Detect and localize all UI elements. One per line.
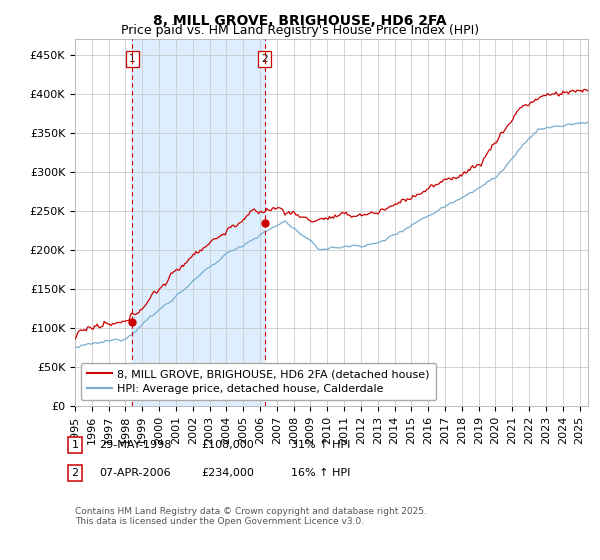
- Text: 8, MILL GROVE, BRIGHOUSE, HD6 2FA: 8, MILL GROVE, BRIGHOUSE, HD6 2FA: [153, 14, 447, 28]
- Legend: 8, MILL GROVE, BRIGHOUSE, HD6 2FA (detached house), HPI: Average price, detached: 8, MILL GROVE, BRIGHOUSE, HD6 2FA (detac…: [80, 363, 436, 400]
- Text: Price paid vs. HM Land Registry's House Price Index (HPI): Price paid vs. HM Land Registry's House …: [121, 24, 479, 37]
- Text: £234,000: £234,000: [201, 468, 254, 478]
- Text: 31% ↑ HPI: 31% ↑ HPI: [291, 440, 350, 450]
- Text: £108,000: £108,000: [201, 440, 254, 450]
- Text: 2: 2: [71, 468, 79, 478]
- Text: 16% ↑ HPI: 16% ↑ HPI: [291, 468, 350, 478]
- Text: Contains HM Land Registry data © Crown copyright and database right 2025.
This d: Contains HM Land Registry data © Crown c…: [75, 507, 427, 526]
- Bar: [132, 39, 265, 406]
- Text: 29-MAY-1998: 29-MAY-1998: [99, 440, 172, 450]
- Text: 1: 1: [129, 54, 136, 64]
- Text: 07-APR-2006: 07-APR-2006: [99, 468, 170, 478]
- Text: 2: 2: [261, 54, 268, 64]
- Text: 1: 1: [71, 440, 79, 450]
